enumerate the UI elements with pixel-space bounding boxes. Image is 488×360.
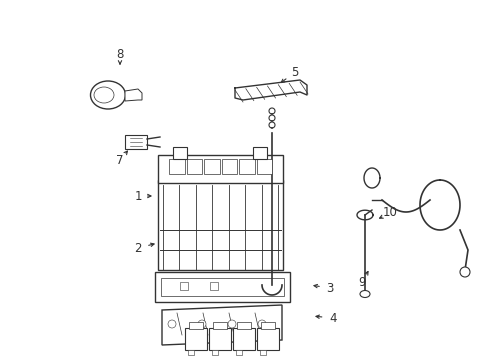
Bar <box>236 350 242 355</box>
Bar <box>237 322 250 329</box>
Circle shape <box>227 320 236 328</box>
Circle shape <box>168 320 176 328</box>
Text: 9: 9 <box>358 275 365 288</box>
Bar <box>261 322 274 329</box>
Text: 5: 5 <box>291 66 298 78</box>
Bar <box>158 155 283 183</box>
Bar <box>184 328 206 350</box>
Text: 7: 7 <box>116 153 123 166</box>
Bar <box>208 328 230 350</box>
Text: 1: 1 <box>134 189 142 202</box>
Bar <box>213 322 226 329</box>
Bar <box>187 350 194 355</box>
Polygon shape <box>235 80 306 100</box>
Text: 3: 3 <box>325 282 333 294</box>
Text: 4: 4 <box>328 311 336 324</box>
Circle shape <box>258 320 265 328</box>
Bar <box>203 159 219 174</box>
Bar <box>155 272 289 302</box>
Bar <box>158 180 283 270</box>
Bar <box>239 159 254 174</box>
Polygon shape <box>125 89 142 101</box>
Bar <box>180 282 187 290</box>
Bar <box>161 278 284 296</box>
Bar <box>189 322 203 329</box>
Text: 6: 6 <box>257 157 264 170</box>
Bar <box>256 159 271 174</box>
Circle shape <box>459 267 469 277</box>
Bar <box>232 328 254 350</box>
Polygon shape <box>162 305 282 345</box>
Bar <box>186 159 202 174</box>
Text: 8: 8 <box>116 49 123 62</box>
Bar <box>169 159 184 174</box>
Bar <box>212 350 218 355</box>
Bar <box>209 282 218 290</box>
Bar <box>260 350 265 355</box>
Bar <box>173 147 186 159</box>
Ellipse shape <box>359 291 369 297</box>
Ellipse shape <box>94 87 114 103</box>
Text: 2: 2 <box>134 242 142 255</box>
Bar <box>125 135 147 149</box>
Bar <box>221 159 237 174</box>
Bar <box>257 328 279 350</box>
Circle shape <box>198 320 205 328</box>
Bar <box>252 147 266 159</box>
Ellipse shape <box>90 81 125 109</box>
Text: 10: 10 <box>382 207 397 220</box>
